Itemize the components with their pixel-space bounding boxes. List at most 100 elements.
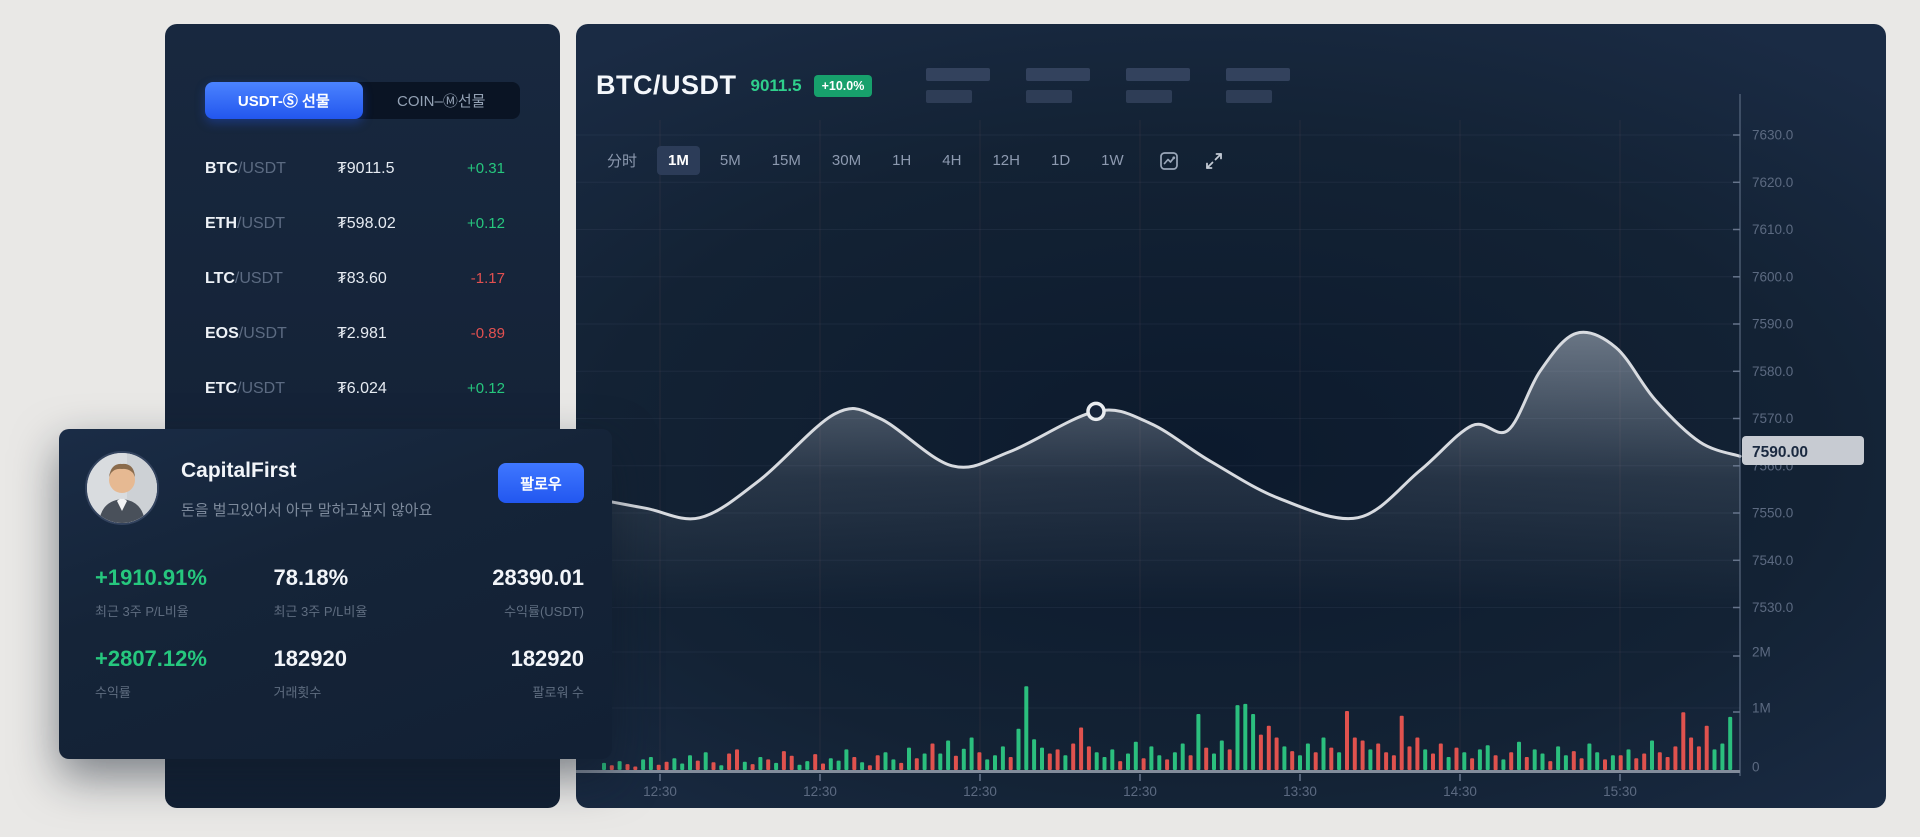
expand-icon[interactable] — [1203, 150, 1225, 172]
timeframe-15m[interactable]: 15M — [761, 146, 812, 175]
svg-text:2M: 2M — [1752, 645, 1771, 660]
pair-symbol: BTC/USDT — [205, 159, 286, 177]
current-price-tag: 7590.00 — [1742, 436, 1864, 465]
pair-row-ltc-usdt[interactable]: LTC/USDT ₮83.60 -1.17 — [205, 251, 505, 306]
avatar-image — [87, 453, 157, 523]
svg-text:12:30: 12:30 — [1123, 784, 1157, 799]
svg-text:7540.0: 7540.0 — [1752, 553, 1793, 568]
follow-button[interactable]: 팔로우 — [498, 463, 584, 503]
svg-text:7530.0: 7530.0 — [1752, 600, 1793, 615]
svg-text:7600.0: 7600.0 — [1752, 269, 1793, 284]
skeleton-stat — [1126, 68, 1191, 103]
price-line — [593, 330, 1742, 521]
skeleton-stat — [1026, 68, 1091, 103]
svg-text:7590.0: 7590.0 — [1752, 317, 1793, 332]
stat-label: 팔로워 수 — [532, 685, 584, 700]
svg-text:12:30: 12:30 — [643, 784, 677, 799]
profile-header: CapitalFirst 돈을 벌고있어서 아무 말하고싶지 않아요 팔로우 — [59, 429, 612, 525]
timeframe-30m[interactable]: 30M — [821, 146, 872, 175]
svg-text:7580.0: 7580.0 — [1752, 364, 1793, 379]
symbol-title: BTC/USDT — [596, 70, 737, 100]
pair-quote: /USDT — [237, 214, 285, 232]
pair-symbol: ETH/USDT — [205, 214, 285, 232]
pair-change: -0.89 — [470, 325, 505, 342]
pair-quote: /USDT — [237, 379, 285, 397]
header-skeleton-stats — [926, 68, 1291, 103]
svg-text:7620.0: 7620.0 — [1752, 175, 1793, 190]
svg-text:7590.00: 7590.00 — [1752, 444, 1808, 461]
svg-text:7630.0: 7630.0 — [1752, 128, 1793, 143]
svg-text:7570.0: 7570.0 — [1752, 411, 1793, 426]
skeleton-stat — [1226, 68, 1291, 103]
pair-symbol: LTC/USDT — [205, 269, 283, 287]
tab-usdt-futures[interactable]: USDT-Ⓢ 선물 — [205, 82, 363, 119]
stat-label: 수익률 — [95, 685, 131, 700]
pair-row-etc-usdt[interactable]: ETC/USDT ₮6.024 +0.12 — [205, 361, 505, 416]
pair-price: ₮2.981 — [337, 324, 387, 342]
pair-price: ₮598.02 — [337, 214, 396, 232]
stat-value: 182920 — [273, 646, 347, 671]
svg-text:1M: 1M — [1752, 701, 1771, 716]
stat-cell: 182920 팔로워 수 — [429, 646, 584, 701]
svg-text:7560.0: 7560.0 — [1752, 458, 1793, 473]
pair-price: ₮83.60 — [337, 269, 387, 287]
timeframe-1w[interactable]: 1W — [1090, 146, 1135, 175]
volume-bars — [602, 686, 1733, 771]
timeframe-toolbar: 分时 1M 5M 15M 30M 1H 4H 12H 1D 1W — [596, 144, 1225, 177]
avatar — [85, 451, 159, 525]
svg-text:12:30: 12:30 — [803, 784, 837, 799]
svg-text:7610.0: 7610.0 — [1752, 222, 1793, 237]
pair-quote: /USDT — [238, 324, 287, 342]
stat-cell: 28390.01 수익률(USDT) — [429, 565, 584, 620]
timeframe-分时[interactable]: 分时 — [596, 144, 648, 177]
timeframe-12h[interactable]: 12H — [981, 146, 1031, 175]
stat-value: +1910.91% — [95, 565, 207, 590]
pair-change: +0.31 — [467, 160, 505, 177]
pair-row-btc-usdt[interactable]: BTC/USDT ₮9011.5 +0.31 — [205, 141, 505, 196]
pair-symbol: ETC/USDT — [205, 379, 285, 397]
timeframe-1h[interactable]: 1H — [881, 146, 922, 175]
futures-tabs: USDT-Ⓢ 선물 COIN–Ⓜ선물 — [205, 82, 520, 119]
trader-stats: +1910.91% 최근 3주 P/L비율 78.18% 최근 3주 P/L비율 283… — [59, 525, 612, 701]
stat-value: 78.18% — [273, 565, 349, 590]
tab-coin-futures[interactable]: COIN–Ⓜ선물 — [363, 82, 521, 119]
pair-price: ₮6.024 — [337, 379, 387, 397]
price-area — [595, 332, 1740, 724]
pair-row-eos-usdt[interactable]: EOS/USDT ₮2.981 -0.89 — [205, 306, 505, 361]
svg-text:7550.0: 7550.0 — [1752, 506, 1793, 521]
price-chart: 7630.0 7620.0 7610.0 7600.0 7590.0 7580.0 7570… — [576, 94, 1864, 799]
timeframe-1m[interactable]: 1M — [657, 146, 700, 175]
pair-quote: /USDT — [237, 159, 286, 177]
timeframe-5m[interactable]: 5M — [709, 146, 752, 175]
stat-label: 최근 3주 P/L비율 — [273, 604, 368, 619]
pair-row-eth-usdt[interactable]: ETH/USDT ₮598.02 +0.12 — [205, 196, 505, 251]
gridlines — [576, 120, 1740, 770]
svg-text:14:30: 14:30 — [1443, 784, 1477, 799]
stat-label: 거래횟수 — [273, 685, 322, 700]
chart-panel: 7630.0 7620.0 7610.0 7600.0 7590.0 7580.0 7570… — [576, 24, 1886, 808]
price-marker[interactable] — [1086, 401, 1106, 422]
timeframe-4h[interactable]: 4H — [931, 146, 972, 175]
x-axis: 12:30 12:30 12:30 12:30 13:30 14:30 15:30 — [576, 770, 1740, 799]
stat-cell: +1910.91% 최근 3주 P/L비율 — [95, 565, 274, 620]
pair-quote: /USDT — [234, 269, 283, 287]
pair-symbol: EOS/USDT — [205, 324, 287, 342]
stat-cell: +2807.12% 수익률 — [95, 646, 274, 701]
stat-value: 28390.01 — [492, 565, 584, 590]
stat-value: +2807.12% — [95, 646, 207, 671]
svg-text:0: 0 — [1752, 760, 1760, 775]
profile-identity: CapitalFirst 돈을 벌고있어서 아무 말하고싶지 않아요 — [181, 451, 498, 520]
pair-change: +0.12 — [467, 380, 505, 397]
svg-text:12:30: 12:30 — [963, 784, 997, 799]
chart-style-icon[interactable] — [1158, 150, 1180, 172]
trader-bio: 돈을 벌고있어서 아무 말하고싶지 않아요 — [181, 502, 433, 519]
stat-cell: 182920 거래횟수 — [274, 646, 429, 701]
change-badge: +10.0% — [813, 74, 873, 97]
pair-change: -1.17 — [470, 270, 505, 287]
stat-label: 수익률(USDT) — [504, 604, 584, 619]
timeframe-1d[interactable]: 1D — [1040, 146, 1081, 175]
stat-cell: 78.18% 최근 3주 P/L비율 — [274, 565, 429, 620]
last-price: 9011.5 — [750, 75, 802, 95]
stat-label: 최근 3주 P/L비율 — [95, 604, 189, 619]
chart-header: BTC/USDT 9011.5 +10.0% — [596, 68, 1291, 103]
